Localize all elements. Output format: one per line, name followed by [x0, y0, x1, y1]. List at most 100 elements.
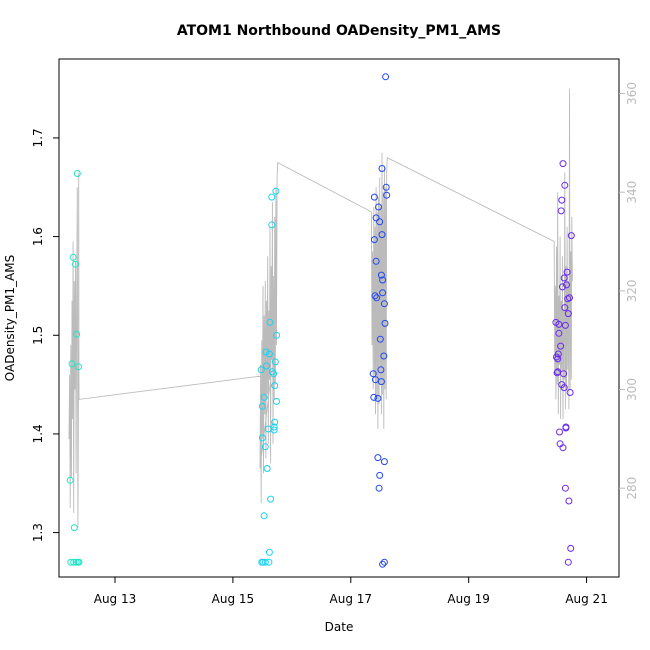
y-tick-label: 1.4: [31, 424, 45, 443]
y2-tick-label: 360: [625, 82, 639, 105]
x-tick-label: Aug 13: [94, 592, 137, 606]
data-point: [265, 558, 273, 566]
data-point: [258, 434, 266, 442]
data-point: [379, 560, 387, 568]
data-point: [271, 418, 279, 426]
data-point: [263, 362, 270, 370]
data-point: [377, 271, 385, 279]
data-point: [265, 548, 273, 556]
data-point: [258, 402, 266, 410]
data-point: [554, 355, 562, 363]
data-point: [380, 458, 388, 466]
data-point: [262, 348, 270, 356]
data-point: [559, 444, 567, 452]
data-point: [374, 454, 382, 462]
data-point: [383, 191, 391, 199]
data-point: [69, 253, 77, 261]
data-point: [557, 207, 565, 215]
data-point: [263, 465, 271, 472]
x-axis-label: Date: [325, 620, 354, 634]
data-point: [379, 289, 387, 297]
data-point: [564, 310, 572, 318]
data-point: [382, 73, 390, 81]
data-point: [556, 428, 563, 436]
data-point: [271, 382, 279, 390]
data-point: [75, 363, 82, 371]
data-point: [567, 232, 575, 240]
data-point: [268, 193, 276, 201]
data-point: [560, 274, 568, 282]
data-point: [270, 370, 278, 378]
data-point: [268, 221, 276, 229]
data-point: [378, 231, 386, 239]
y2-tick-label: 280: [625, 477, 639, 500]
data-point: [370, 236, 378, 244]
data-point: [372, 257, 380, 265]
data-point: [370, 393, 378, 401]
data-point: [266, 318, 274, 326]
data-point: [566, 294, 573, 302]
points-layer: [66, 73, 575, 568]
data-point: [267, 495, 275, 503]
data-point: [375, 203, 382, 211]
data-point: [562, 423, 570, 431]
y-axis: 1.3 1.4 1.5 1.6 1.7: [31, 128, 59, 542]
data-point: [563, 268, 571, 276]
y-axis-label: OADensity_PM1_AMS: [3, 255, 17, 381]
data-point: [75, 558, 83, 566]
data-point: [376, 471, 384, 479]
data-point: [70, 524, 78, 532]
data-point: [370, 193, 378, 201]
data-point: [376, 335, 384, 343]
data-point: [374, 394, 382, 402]
data-point: [73, 170, 81, 177]
data-point: [270, 423, 278, 431]
data-point: [560, 384, 568, 392]
data-point: [371, 292, 379, 300]
data-point: [558, 196, 566, 204]
data-point: [268, 368, 276, 376]
y-tick-label: 1.3: [31, 523, 45, 542]
data-point: [381, 319, 389, 327]
chart-title: ATOM1 Northbound OADensity_PM1_AMS: [177, 23, 501, 39]
data-point: [558, 283, 566, 291]
data-point: [270, 426, 278, 434]
data-point: [73, 330, 81, 338]
x-tick-label: Aug 15: [212, 592, 255, 606]
data-point: [261, 558, 269, 566]
y2-tick-label: 300: [625, 378, 639, 401]
data-point: [561, 321, 569, 329]
x-axis: Aug 13 Aug 15 Aug 17 Aug 19 Aug 21: [94, 577, 608, 606]
data-point: [375, 484, 383, 492]
data-point: [560, 370, 568, 378]
data-point: [377, 366, 385, 374]
y2-tick-label: 320: [625, 279, 639, 302]
data-point: [373, 294, 381, 302]
data-point: [557, 342, 565, 350]
data-point: [380, 352, 388, 360]
y-tick-label: 1.7: [31, 128, 45, 147]
y-tick-label: 1.5: [31, 326, 45, 345]
data-point: [67, 558, 75, 566]
data-point: [564, 558, 572, 566]
data-point: [566, 389, 574, 396]
data-point: [273, 397, 280, 405]
x-tick-label: Aug 17: [330, 592, 373, 606]
data-point: [380, 558, 388, 566]
data-point: [565, 497, 573, 505]
data-point: [260, 512, 268, 520]
data-point: [66, 476, 74, 484]
x-tick-label: Aug 19: [447, 592, 490, 606]
data-point: [379, 276, 387, 284]
data-point: [380, 300, 388, 308]
y2-tick-label: 340: [625, 181, 639, 204]
data-point: [372, 214, 380, 222]
data-point: [554, 350, 562, 358]
plot-box: [58, 58, 620, 578]
data-point: [271, 358, 279, 366]
x-tick-label: Aug 21: [565, 592, 608, 606]
data-point: [567, 544, 575, 552]
data-point: [563, 281, 570, 289]
data-point: [369, 370, 377, 378]
data-point: [273, 331, 280, 339]
